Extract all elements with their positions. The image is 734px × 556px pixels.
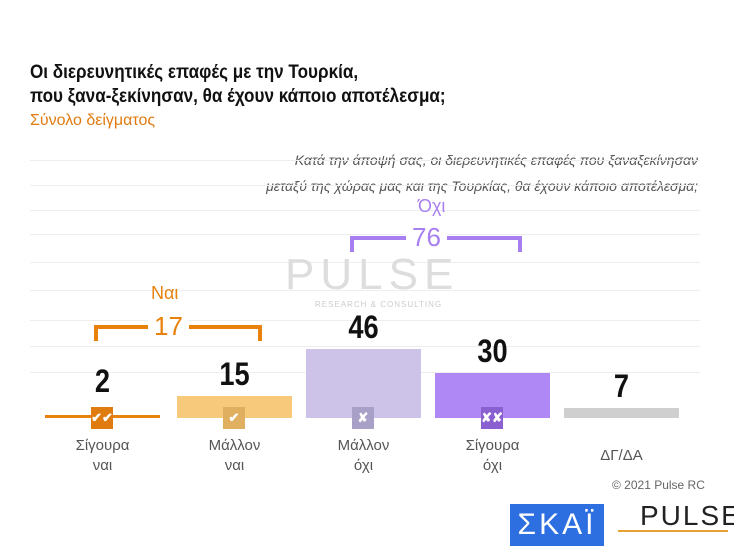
value-label: 46: [348, 309, 379, 345]
group-total: 17: [148, 311, 189, 342]
group-title: Ναι: [151, 283, 179, 303]
category-label: ΔΓ/ΔΑ: [564, 446, 679, 466]
pulse-logo-line: [618, 530, 728, 532]
gridline: [30, 160, 700, 161]
copyright: © 2021 Pulse RC: [612, 478, 705, 492]
bar-4: [564, 407, 679, 418]
category-label: Μάλλον όχι: [306, 436, 421, 476]
vote-icon: ✘✘: [481, 407, 503, 429]
value-label: 2: [94, 363, 111, 399]
gridline: [30, 262, 700, 263]
title-line-2: που ξανα-ξεκίνησαν, θα έχουν κάποιο αποτ…: [30, 86, 446, 107]
category-label-line: Μάλλον: [337, 437, 390, 454]
value-label: 30: [477, 333, 508, 369]
category-label-line: ΔΓ/ΔΑ: [600, 447, 643, 464]
value-label: 7: [613, 367, 630, 404]
category-label: Σίγουρα όχι: [435, 436, 550, 476]
category-label-line: όχι: [353, 457, 374, 474]
category-label-line: Μάλλον: [208, 437, 261, 454]
question-line-2: μεταξύ της χώρας μας και της Τουρκίας, θ…: [266, 178, 698, 194]
bar-1: [177, 395, 292, 418]
category-label-line: όχι: [482, 457, 503, 474]
vote-icon: ✔: [223, 407, 245, 429]
category-label-line: Σίγουρα: [465, 437, 520, 454]
value-label: 15: [219, 355, 250, 392]
category-label-line: ναι: [92, 457, 113, 474]
vote-icon: ✔✔: [91, 407, 113, 429]
watermark-logo: PULSE: [285, 250, 460, 299]
category-label: Σίγουρα ναι: [45, 436, 160, 476]
category-label-line: ναι: [224, 457, 245, 474]
gridline: [30, 234, 700, 235]
category-label: Μάλλον ναι: [177, 436, 292, 476]
group-total: 76: [406, 222, 447, 253]
group-title: Όχι: [418, 196, 446, 216]
bar-2: [306, 349, 421, 418]
vote-icon: ✘: [352, 407, 374, 429]
gridline: [30, 185, 700, 186]
title-line-1: Οι διερευνητικές επαφές με την Τουρκία,: [30, 62, 359, 83]
category-label-line: Σίγουρα: [75, 437, 130, 454]
watermark-tagline: RESEARCH & CONSULTING: [315, 300, 443, 309]
gridline: [30, 320, 700, 321]
gridline: [30, 346, 700, 347]
gridline: [30, 290, 700, 291]
subtitle: Σύνολο δείγματος: [30, 112, 156, 129]
skai-logo: ΣΚΑΪ: [510, 504, 604, 546]
pulse-logo: PULSE: [640, 500, 734, 531]
gridline: [30, 210, 700, 211]
